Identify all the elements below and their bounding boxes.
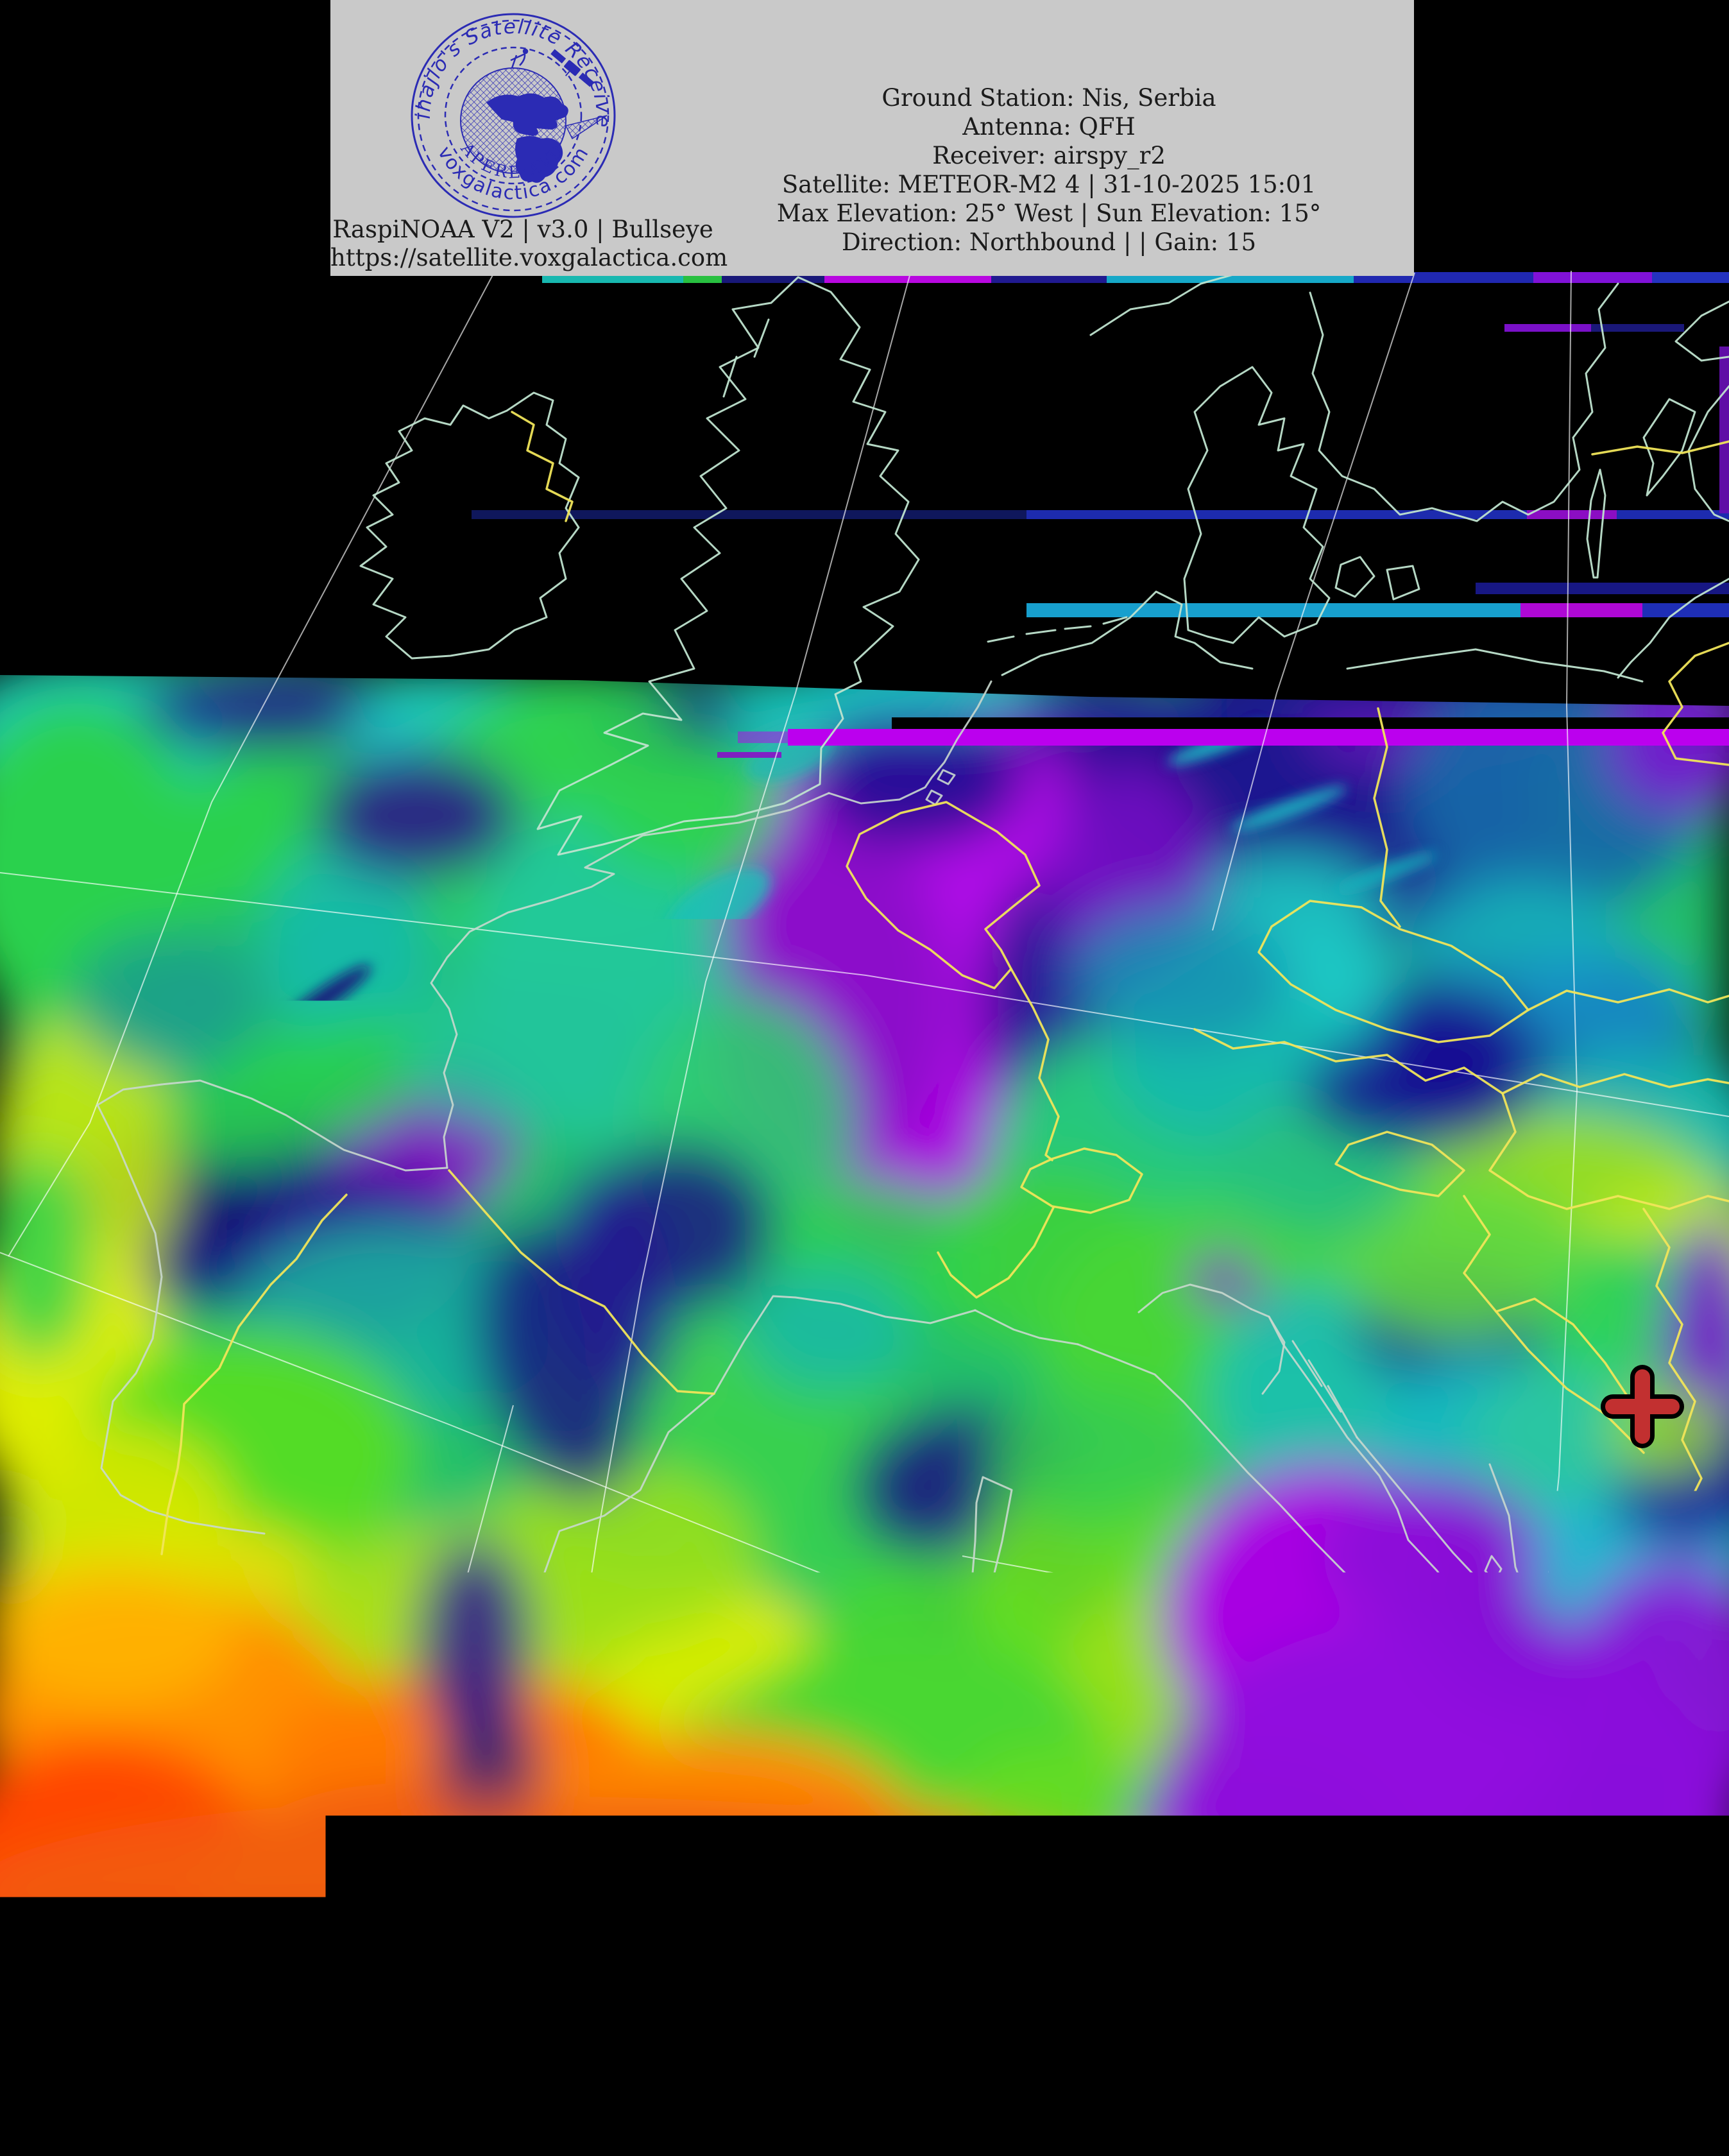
app-version-line: RaspiNOAA V2 | v3.0 | Bullseye <box>330 216 715 244</box>
station-stamp-logo: Mihajlo's Satellite Receiver SAPERE·AVDE… <box>404 6 622 225</box>
satellite-map-image <box>0 0 1729 2156</box>
station-url[interactable]: https://satellite.voxgalactica.com <box>330 244 715 272</box>
info-line-elevation: Max Elevation: 25° West | Sun Elevation:… <box>693 199 1405 228</box>
info-line-direction: Direction: Northbound | | Gain: 15 <box>693 228 1405 257</box>
info-line-receiver: Receiver: airspy_r2 <box>693 141 1405 170</box>
info-line-antenna: Antenna: QFH <box>693 112 1405 141</box>
pass-info-block: Ground Station: Nis, Serbia Antenna: QFH… <box>693 83 1405 257</box>
satellite-capture-page: Mihajlo's Satellite Receiver SAPERE·AVDE… <box>0 0 1729 2156</box>
thermal-field-layer <box>0 616 1729 2079</box>
header-panel: Mihajlo's Satellite Receiver SAPERE·AVDE… <box>330 0 1414 276</box>
info-line-satellite: Satellite: METEOR-M2 4 | 31-10-2025 15:0… <box>693 170 1405 199</box>
info-line-ground-station: Ground Station: Nis, Serbia <box>693 83 1405 112</box>
stamp-antenna-icon <box>511 49 527 68</box>
software-info-block: RaspiNOAA V2 | v3.0 | Bullseye https://s… <box>330 216 715 272</box>
